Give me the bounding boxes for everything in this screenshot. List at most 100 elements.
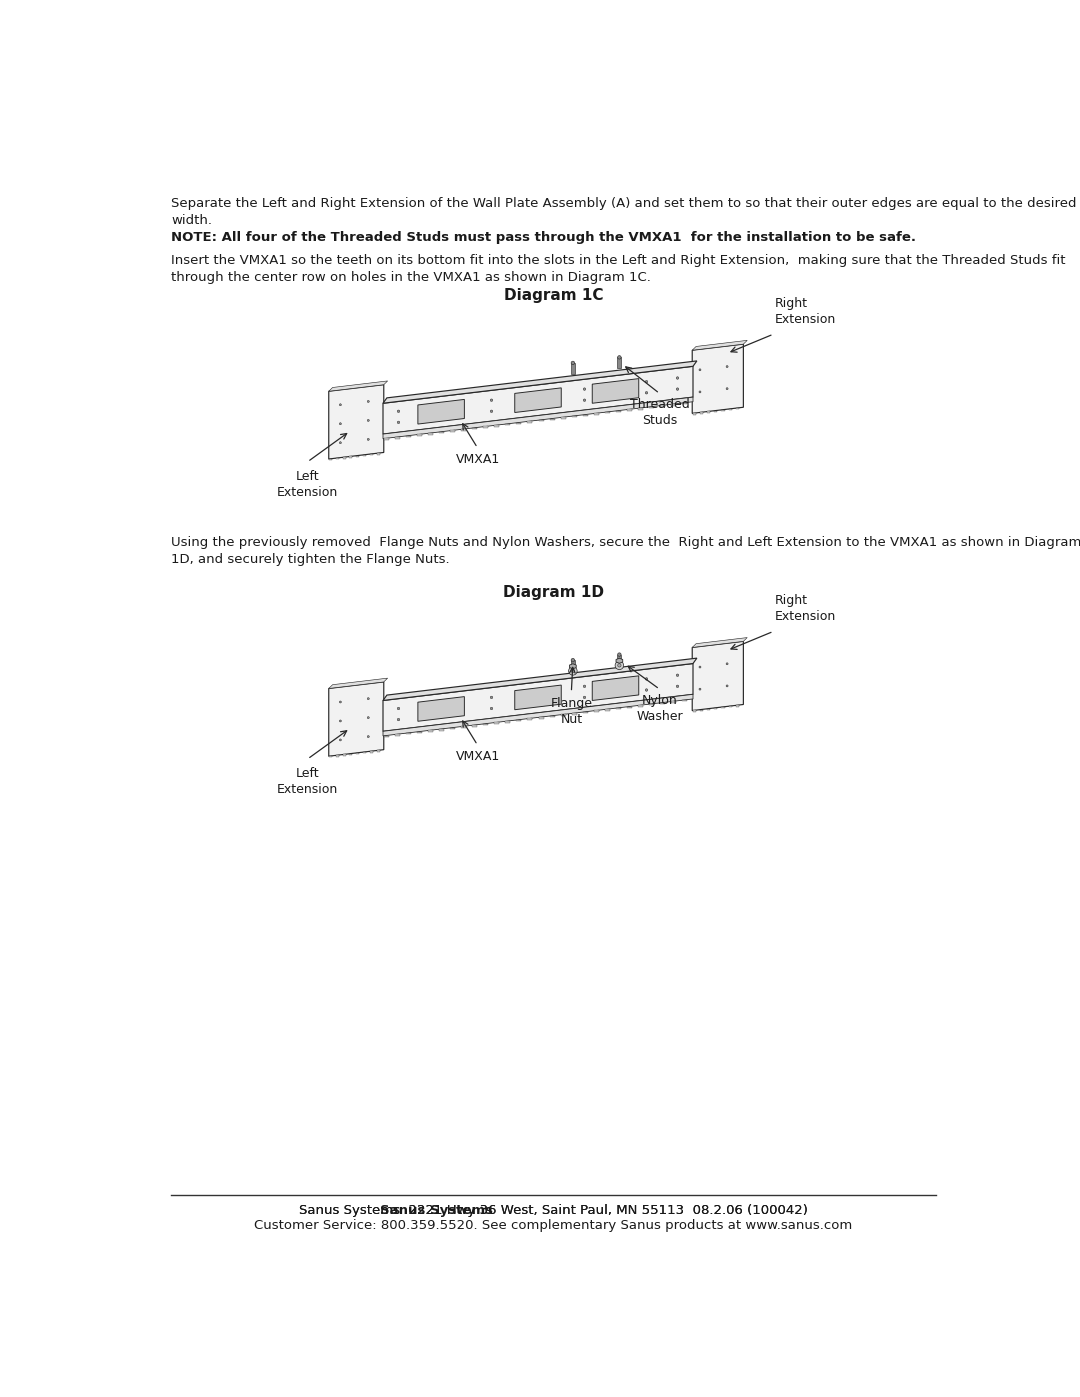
Polygon shape <box>594 711 599 712</box>
Circle shape <box>676 685 678 687</box>
Polygon shape <box>383 366 693 434</box>
Polygon shape <box>592 379 638 404</box>
Polygon shape <box>692 344 743 414</box>
Polygon shape <box>550 419 555 420</box>
Polygon shape <box>472 725 477 726</box>
Polygon shape <box>516 719 522 721</box>
Circle shape <box>367 697 369 700</box>
Polygon shape <box>627 409 632 411</box>
Polygon shape <box>505 721 511 722</box>
Circle shape <box>616 661 623 669</box>
Polygon shape <box>571 416 577 418</box>
Circle shape <box>676 388 678 390</box>
Polygon shape <box>428 731 433 732</box>
Circle shape <box>339 701 341 703</box>
Polygon shape <box>428 433 433 434</box>
Polygon shape <box>450 728 455 729</box>
Polygon shape <box>649 704 654 705</box>
Circle shape <box>367 401 369 402</box>
Polygon shape <box>394 437 400 439</box>
Polygon shape <box>561 714 566 717</box>
Circle shape <box>645 380 648 383</box>
Polygon shape <box>383 694 693 736</box>
Circle shape <box>699 369 701 370</box>
Polygon shape <box>592 676 638 700</box>
Polygon shape <box>383 658 697 700</box>
Polygon shape <box>571 363 575 373</box>
Text: Flange
Nut: Flange Nut <box>551 697 592 726</box>
Polygon shape <box>583 712 588 714</box>
Polygon shape <box>383 664 693 731</box>
Polygon shape <box>539 717 543 718</box>
Text: Diagram 1C: Diagram 1C <box>503 288 604 303</box>
Circle shape <box>339 423 341 425</box>
Polygon shape <box>527 420 532 423</box>
Text: VMXA1: VMXA1 <box>456 453 500 465</box>
Polygon shape <box>583 415 588 416</box>
Circle shape <box>339 719 341 722</box>
Circle shape <box>339 441 341 444</box>
Polygon shape <box>692 341 747 351</box>
Polygon shape <box>418 697 464 721</box>
Polygon shape <box>649 407 654 408</box>
Polygon shape <box>461 726 467 728</box>
Circle shape <box>699 689 701 690</box>
Polygon shape <box>394 735 400 736</box>
Circle shape <box>339 404 341 405</box>
Polygon shape <box>515 388 562 412</box>
Polygon shape <box>618 655 621 665</box>
Circle shape <box>618 664 621 666</box>
Circle shape <box>568 666 577 675</box>
Circle shape <box>583 400 585 401</box>
Polygon shape <box>683 700 688 701</box>
Circle shape <box>490 707 492 710</box>
Polygon shape <box>406 436 410 437</box>
Circle shape <box>583 685 585 687</box>
Text: Left
Extension: Left Extension <box>276 767 338 796</box>
Polygon shape <box>605 710 610 711</box>
Polygon shape <box>571 661 575 671</box>
Text: Left
Extension: Left Extension <box>276 469 338 499</box>
Text: Right
Extension: Right Extension <box>775 594 836 623</box>
Polygon shape <box>561 418 566 419</box>
Polygon shape <box>527 718 532 719</box>
Text: Sanus Systems  2221 Hwy 36 West, Saint Paul, MN 55113  08.2.06 (100042): Sanus Systems 2221 Hwy 36 West, Saint Pa… <box>299 1204 808 1217</box>
Circle shape <box>726 662 728 665</box>
Polygon shape <box>618 358 621 369</box>
Circle shape <box>583 696 585 698</box>
Circle shape <box>367 736 369 738</box>
Circle shape <box>367 439 369 440</box>
Circle shape <box>367 419 369 422</box>
Circle shape <box>726 366 728 367</box>
Polygon shape <box>383 360 697 404</box>
Circle shape <box>699 666 701 668</box>
Circle shape <box>367 717 369 718</box>
Polygon shape <box>438 432 444 433</box>
Polygon shape <box>483 724 488 725</box>
Circle shape <box>490 696 492 698</box>
Polygon shape <box>483 426 488 427</box>
Circle shape <box>618 652 621 657</box>
Polygon shape <box>571 712 577 715</box>
Polygon shape <box>605 412 610 414</box>
Circle shape <box>397 420 400 423</box>
Circle shape <box>571 658 575 662</box>
Circle shape <box>699 391 701 393</box>
Circle shape <box>583 388 585 390</box>
Circle shape <box>490 411 492 412</box>
Polygon shape <box>461 429 467 430</box>
Text: Diagram 1D: Diagram 1D <box>503 585 604 599</box>
Polygon shape <box>328 381 388 391</box>
Polygon shape <box>417 434 422 436</box>
Text: NOTE: All four of the Threaded Studs must pass through the VMXA1  for the instal: NOTE: All four of the Threaded Studs mus… <box>172 231 917 244</box>
Text: Customer Service: 800.359.5520. See complementary Sanus products at www.sanus.co: Customer Service: 800.359.5520. See comp… <box>255 1220 852 1232</box>
Polygon shape <box>328 384 383 460</box>
Polygon shape <box>672 404 676 405</box>
Polygon shape <box>660 703 665 704</box>
Polygon shape <box>450 430 455 432</box>
Polygon shape <box>417 732 422 733</box>
Polygon shape <box>328 682 383 756</box>
Polygon shape <box>418 400 464 425</box>
Polygon shape <box>539 420 543 422</box>
Polygon shape <box>616 708 621 710</box>
